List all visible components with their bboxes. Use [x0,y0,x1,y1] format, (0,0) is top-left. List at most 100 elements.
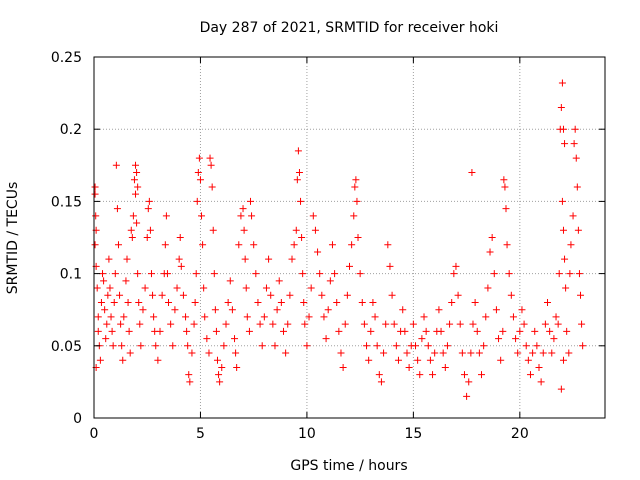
data-point [93,284,101,292]
data-point [163,270,171,278]
data-point [475,349,483,357]
data-point [136,320,144,328]
data-point [552,313,560,321]
data-point [104,291,112,299]
data-point [232,349,240,357]
data-point [324,306,332,314]
data-points [91,79,587,400]
data-point [403,349,411,357]
data-point [555,270,563,278]
data-point [190,320,198,328]
axis-ticks: 0 5 10 15 20 0 0.05 0.1 0.15 0.2 0.25 [51,50,605,442]
data-point [224,298,232,306]
data-point [248,212,256,220]
data-point [243,313,251,321]
data-point [572,154,580,162]
data-point [518,306,526,314]
data-point [559,125,567,133]
data-point [167,320,175,328]
data-point [574,226,582,234]
data-point [299,270,307,278]
data-point [467,349,475,357]
data-point [226,277,234,285]
data-point [267,291,275,299]
data-point [222,320,230,328]
data-point [91,190,99,198]
data-point [126,349,134,357]
data-point [102,335,110,343]
data-point [539,349,547,357]
data-point [373,342,381,350]
data-point [516,327,524,335]
data-point [537,378,545,386]
y-tick-label: 0.25 [51,50,82,66]
data-point [484,284,492,292]
data-point [443,342,451,350]
data-point [262,284,270,292]
data-point [452,262,460,270]
data-point [471,298,479,306]
data-point [237,212,245,220]
data-point [468,169,476,177]
data-point [97,298,105,306]
data-point [210,270,218,278]
data-point [233,363,241,371]
data-point [108,327,116,335]
data-point [220,342,228,350]
data-point [348,241,356,249]
data-point [103,320,111,328]
data-point [492,306,500,314]
data-point [426,356,434,364]
data-point [134,183,142,191]
data-point [531,327,539,335]
data-point [132,161,140,169]
data-point [460,371,468,379]
data-point [360,320,368,328]
data-point [503,241,511,249]
data-point [326,277,334,285]
x-tick-label: 0 [90,426,99,442]
data-point [441,363,449,371]
data-point [524,356,532,364]
data-point [122,277,130,285]
data-point [367,327,375,335]
data-point [231,335,239,343]
data-point [561,140,569,148]
data-point [301,320,309,328]
data-point [566,270,574,278]
data-point [212,327,220,335]
data-point [188,349,196,357]
data-point [394,356,402,364]
data-point [282,349,290,357]
y-tick-label: 0.05 [51,339,82,355]
data-point [365,356,373,364]
data-point [279,327,287,335]
data-point [463,392,471,400]
data-point [105,255,113,263]
data-point [145,197,153,205]
data-point [130,176,138,184]
data-point [557,385,565,393]
data-point [546,327,554,335]
data-point [558,79,566,87]
data-point [390,320,398,328]
grid-lines [94,57,605,418]
data-point [242,284,250,292]
data-point [292,226,300,234]
data-point [561,255,569,263]
data-point [505,270,513,278]
data-point [260,313,268,321]
y-tick-label: 0 [73,411,82,427]
data-point [99,270,107,278]
data-point [293,176,301,184]
data-point [450,270,458,278]
data-point [209,226,217,234]
data-point [127,226,135,234]
data-point [171,306,179,314]
data-point [120,313,128,321]
data-point [386,262,394,270]
data-point [128,234,136,241]
data-point [175,255,183,263]
data-point [431,349,439,357]
data-point [162,212,170,220]
